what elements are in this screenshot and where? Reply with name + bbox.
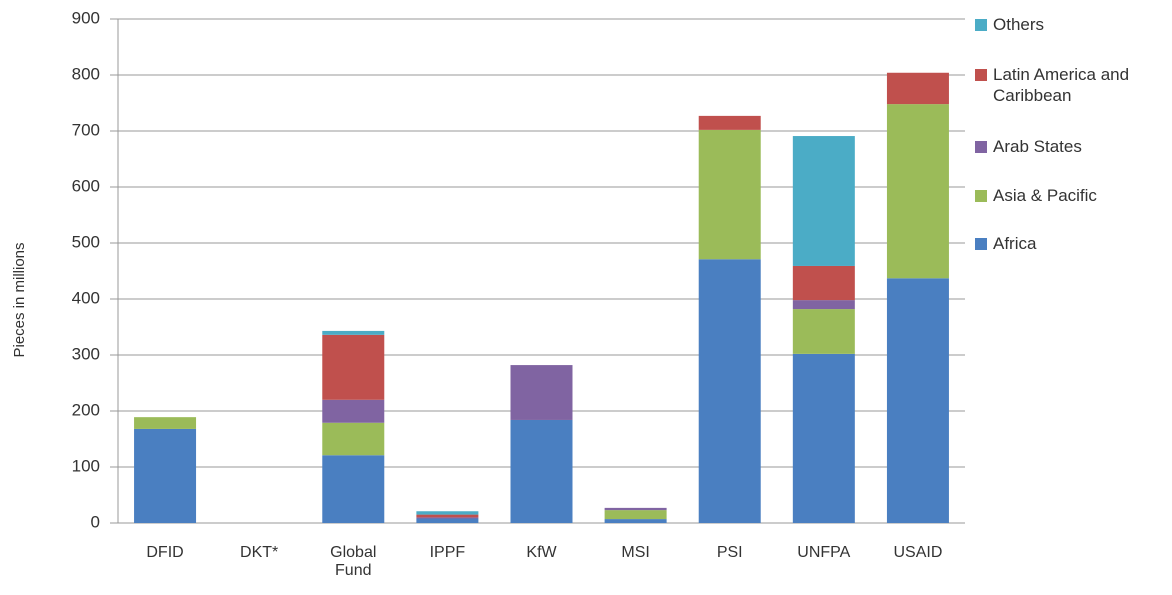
- legend-swatch: [975, 238, 987, 250]
- legend-swatch: [975, 141, 987, 153]
- bar-segment: [698, 259, 761, 523]
- bar-segment: [698, 115, 761, 130]
- bar-segment: [792, 309, 855, 354]
- legend-label: Latin America and Caribbean: [993, 65, 1130, 105]
- y-tick-label: 100: [72, 456, 100, 475]
- bar-segment: [322, 334, 385, 400]
- bar-segment: [604, 510, 667, 520]
- x-tick-label: DKT*: [240, 544, 279, 561]
- y-tick-label: 200: [72, 400, 100, 419]
- bar-segment: [604, 519, 667, 523]
- bar-segment: [416, 514, 479, 518]
- bar-segment: [792, 136, 855, 266]
- bar-segment: [416, 511, 479, 515]
- bar-segment: [134, 417, 197, 429]
- bar-segment: [322, 422, 385, 456]
- bar-segment: [416, 517, 479, 519]
- y-tick-label: 0: [91, 512, 100, 531]
- legend-label: Others: [993, 15, 1045, 34]
- bar-segment: [886, 278, 949, 523]
- x-tick-label: PSI: [716, 544, 743, 561]
- y-tick-label: 600: [72, 176, 100, 195]
- legend-swatch: [975, 19, 987, 31]
- y-tick-label: 500: [72, 232, 100, 251]
- x-tick-label: Global Fund: [330, 544, 377, 579]
- x-tick-label: MSI: [621, 544, 650, 561]
- bar-segment: [322, 330, 385, 335]
- bar-segment: [322, 455, 385, 523]
- y-tick-label: 400: [72, 288, 100, 307]
- legend-label: Asia & Pacific: [993, 186, 1097, 205]
- bar-segment: [510, 365, 573, 420]
- bar-segment: [416, 518, 479, 523]
- bar-segment: [792, 300, 855, 310]
- bar-segment: [886, 104, 949, 279]
- y-tick-label: 700: [72, 120, 100, 139]
- legend-label: Arab States: [993, 137, 1082, 156]
- x-tick-label: USAID: [893, 544, 943, 561]
- bar-segment: [792, 265, 855, 301]
- y-tick-label: 300: [72, 344, 100, 363]
- bar-segment: [886, 72, 949, 105]
- x-tick-label: KfW: [526, 544, 557, 561]
- x-tick-label: IPPF: [429, 544, 466, 561]
- bar-segment: [510, 419, 573, 523]
- bar-segment: [604, 507, 667, 511]
- bar-segment: [322, 399, 385, 423]
- bar-segment: [134, 428, 197, 523]
- x-tick-label: DFID: [146, 544, 184, 561]
- x-tick-label: UNFPA: [797, 544, 851, 561]
- legend-swatch: [975, 69, 987, 81]
- legend-label: Africa: [993, 234, 1037, 253]
- bar-segment: [698, 129, 761, 260]
- legend-swatch: [975, 190, 987, 202]
- y-axis-label: Pieces in millions: [11, 242, 28, 357]
- y-tick-label: 800: [72, 64, 100, 83]
- y-tick-label: 900: [72, 8, 100, 27]
- bar-segment: [792, 353, 855, 523]
